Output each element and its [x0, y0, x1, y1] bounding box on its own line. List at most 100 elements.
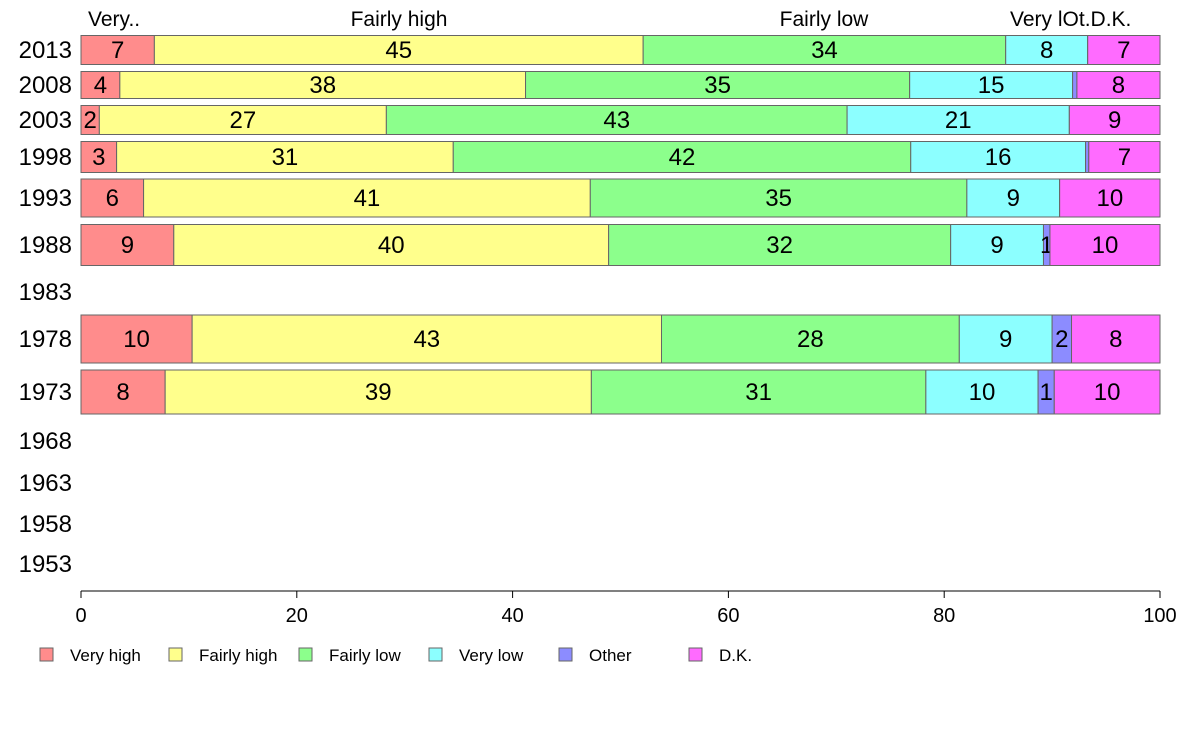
x-tick-label-80: 80: [933, 605, 955, 627]
year-label-1953: 1953: [19, 551, 72, 578]
legend-label-fairly-low: Fairly low: [329, 646, 402, 665]
year-label-1978: 1978: [19, 326, 72, 353]
year-label-1973: 1973: [19, 379, 72, 406]
legend-swatch-fairly-low: [298, 647, 313, 662]
bar-2013-fairly-high: [153, 35, 644, 65]
data-label-2013-3: 8: [1040, 37, 1053, 64]
data-label-1998-3: 16: [985, 144, 1012, 171]
data-label-1988-5: 10: [1092, 232, 1119, 259]
bar-1993-d-k-: [1059, 178, 1161, 218]
bar-1993-very-low: [966, 178, 1061, 218]
data-label-1998-1: 31: [272, 144, 299, 171]
data-label-1998-5: 7: [1118, 144, 1131, 171]
bar-1998-very-high: [80, 141, 118, 173]
bar-1973-very-high: [80, 369, 166, 415]
legend-label-other: Other: [589, 646, 632, 665]
bar-1998-d-k-: [1088, 141, 1161, 173]
bar-1988-fairly-high: [173, 224, 610, 266]
bar-2003-fairly-low: [385, 105, 848, 135]
data-label-1998-0: 3: [92, 144, 105, 171]
data-label-1973-5: 10: [1094, 379, 1121, 406]
x-tick-label-20: 20: [286, 605, 308, 627]
legend-swatch-very-high: [39, 647, 54, 662]
bar-2013-very-high: [80, 35, 155, 65]
data-label-1988-0: 9: [121, 232, 134, 259]
data-label-1978-1: 43: [413, 326, 440, 353]
year-label-2013: 2013: [19, 37, 72, 64]
legend-label-very-low: Very low: [459, 646, 524, 665]
bar-1978-d-k-: [1071, 314, 1161, 364]
top-segment-labels: Very.. Fairly high Fairly low Very lOt.D.K.: [88, 8, 1131, 31]
bar-1978-fairly-low: [661, 314, 960, 364]
data-label-1978-5: 8: [1109, 326, 1122, 353]
data-label-2013-2: 34: [811, 37, 838, 64]
legend-swatch-other: [558, 647, 573, 662]
year-label-1983: 1983: [19, 279, 72, 306]
data-label-1993-5: 10: [1096, 185, 1123, 212]
data-label-1988-2: 32: [766, 232, 793, 259]
data-label-1973-3: 10: [969, 379, 996, 406]
x-tick-label-0: 0: [75, 605, 86, 627]
data-label-2003-1: 27: [229, 107, 256, 134]
bar-1973-fairly-high: [164, 369, 592, 415]
data-label-2003-0: 2: [83, 107, 96, 134]
year-label-1968: 1968: [19, 428, 72, 455]
top-label-0: Very..: [88, 8, 140, 31]
year-label-1958: 1958: [19, 511, 72, 538]
data-label-2008-2: 35: [704, 72, 731, 99]
bar-1998-fairly-low: [452, 141, 912, 173]
x-tick-label-100: 100: [1143, 605, 1176, 627]
data-label-2013-5: 7: [1117, 37, 1130, 64]
bar-2008-d-k-: [1076, 71, 1161, 99]
bar-1988-very-low: [950, 224, 1044, 266]
year-axis-labels: 2013 2008 2003 1998 1993 1988 1983 1978 1973 1968…: [19, 37, 72, 578]
data-label-2008-1: 38: [309, 72, 336, 99]
bar-2008-fairly-low: [525, 71, 911, 99]
data-label-2013-0: 7: [111, 37, 124, 64]
legend-swatch-d-k-: [688, 647, 703, 662]
bar-2008-other: [1072, 71, 1078, 99]
bar-2008-very-high: [80, 71, 121, 99]
data-label-2008-0: 4: [94, 72, 107, 99]
legend-swatch-very-low: [428, 647, 443, 662]
year-label-1993: 1993: [19, 185, 72, 212]
bars: 7 45 34 8 74 38 35 15 82 27 43 21 93 31 42 16 76 41 35 9 109…: [80, 35, 1161, 415]
bar-2003-d-k-: [1068, 105, 1161, 135]
bar-2013-fairly-low: [642, 35, 1007, 65]
data-label-2008-5: 8: [1112, 72, 1125, 99]
data-label-1988-1: 40: [378, 232, 405, 259]
year-label-2008: 2008: [19, 72, 72, 99]
bar-1988-fairly-low: [608, 224, 952, 266]
data-label-1978-3: 9: [999, 326, 1012, 353]
data-label-1973-2: 31: [745, 379, 772, 406]
data-label-1978-4: 2: [1055, 326, 1068, 353]
x-tick-label-60: 60: [717, 605, 739, 627]
data-label-1993-0: 6: [106, 185, 119, 212]
data-label-1993-2: 35: [765, 185, 792, 212]
data-label-1978-0: 10: [123, 326, 150, 353]
bar-1973-very-low: [925, 369, 1039, 415]
data-label-2003-3: 21: [945, 107, 972, 134]
bar-1978-fairly-high: [191, 314, 663, 364]
data-label-1973-1: 39: [365, 379, 392, 406]
bar-2003-fairly-high: [98, 105, 387, 135]
bar-2008-fairly-high: [119, 71, 527, 99]
year-label-1998: 1998: [19, 144, 72, 171]
bar-1998-fairly-high: [116, 141, 454, 173]
data-label-1993-3: 9: [1007, 185, 1020, 212]
bar-1993-fairly-low: [589, 178, 968, 218]
legend-label-very-high: Very high: [70, 646, 141, 665]
x-tick-label-40: 40: [501, 605, 523, 627]
year-label-2003: 2003: [19, 107, 72, 134]
data-label-1988-3: 9: [990, 232, 1003, 259]
top-label-3: Very lOt.D.K.: [1010, 8, 1131, 31]
legend-label-fairly-high: Fairly high: [199, 646, 277, 665]
legend: Very high Fairly high Fairly low Very low Ot…: [39, 646, 752, 665]
bar-1993-fairly-high: [143, 178, 591, 218]
year-label-1963: 1963: [19, 470, 72, 497]
data-label-2008-3: 15: [978, 72, 1005, 99]
bar-1993-very-high: [80, 178, 145, 218]
top-label-2: Fairly low: [780, 8, 870, 31]
data-label-1993-1: 41: [354, 185, 381, 212]
